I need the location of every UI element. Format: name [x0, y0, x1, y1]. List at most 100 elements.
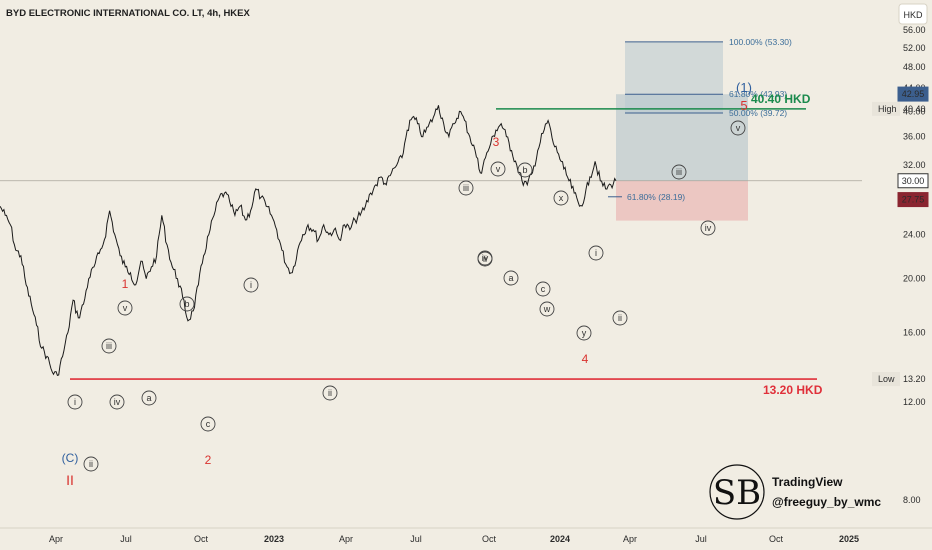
- wave-circle-7: [200, 416, 216, 432]
- wave-label-7: c: [206, 419, 211, 429]
- wave-circle-5: [141, 390, 157, 406]
- x-tick-1: Jul: [120, 534, 132, 544]
- wave-labels: iiiiiiivvabciiiiiiiiivvabcwxyiiiiiiivv(C…: [62, 80, 752, 488]
- y-tick-11: 52.00: [903, 43, 926, 53]
- fib-extension-zone[interactable]: [625, 41, 723, 113]
- fib-618-label: 61.80% (42.93): [729, 89, 787, 99]
- watermark-brand: TradingView: [772, 475, 843, 489]
- wave-circle-3: [109, 394, 125, 410]
- wave-label-0: i: [74, 397, 76, 407]
- price-tag-bg-0: [897, 86, 929, 102]
- watermark-logo-monogram: SB: [713, 473, 761, 513]
- primary-wave-label-1: II: [66, 472, 74, 488]
- y-tick-8: 40.00: [903, 106, 926, 116]
- fib-50-label: 50.00% (39.72): [729, 108, 787, 118]
- price-tags: 42.95 30.00 27.75: [897, 86, 929, 208]
- wave-label-4: v: [123, 303, 128, 313]
- wave-circle-8: [322, 385, 338, 401]
- x-tick-2: Oct: [194, 534, 209, 544]
- wave-label-9: i: [250, 280, 252, 290]
- x-tick-7: 2024: [550, 534, 570, 544]
- watermark-handle: @freeguy_by_wmc: [772, 495, 881, 509]
- wave-label-13: v: [496, 164, 501, 174]
- primary-wave-label-6: (1): [736, 80, 752, 95]
- currency-badge[interactable]: [898, 3, 928, 25]
- wave-label-18: x: [559, 193, 564, 203]
- wave-label-8: ii: [328, 388, 332, 398]
- wave-label-5: a: [146, 393, 151, 403]
- primary-wave-label-7: 5: [740, 98, 747, 113]
- position-stop-zone[interactable]: [616, 180, 748, 221]
- wave-circle-18: [553, 190, 569, 206]
- y-tick-12: 56.00: [903, 25, 926, 35]
- y-tick-10: 48.00: [903, 62, 926, 72]
- watermark: SB TradingView @freeguy_by_wmc: [709, 464, 881, 520]
- fib-618-low-label: 61.80% (28.19): [627, 192, 685, 202]
- wave-label-19: y: [582, 328, 587, 338]
- wave-label-24: v: [736, 123, 741, 133]
- x-tick-9: Jul: [695, 534, 707, 544]
- wave-circle-15: [517, 162, 533, 178]
- y-tick-2: 16.00: [903, 328, 926, 338]
- price-tag-text-0: 42.95: [902, 89, 925, 99]
- y-tick-7: 36.00: [903, 132, 926, 142]
- wave-label-11: iii: [463, 183, 469, 193]
- wave-label-22: iii: [676, 167, 682, 177]
- resistance-level-label: 40.40 HKD: [751, 92, 811, 106]
- y-tick-1: 12.00: [903, 397, 926, 407]
- side-label-bg-1: [872, 372, 900, 387]
- watermark-logo: [709, 464, 765, 520]
- wave-circle-16: [535, 281, 551, 297]
- wave-circle-2: [101, 338, 117, 354]
- price-tag-bg-2: [897, 192, 929, 208]
- price-tag-text-1: 30.00: [902, 176, 925, 186]
- wave-circle-23: [700, 220, 716, 236]
- primary-wave-label-4: 3: [493, 135, 500, 149]
- x-tick-11: 2025: [839, 534, 859, 544]
- side-label-bg-0: [872, 101, 900, 116]
- wave-circle-0: [67, 394, 83, 410]
- wave-circle-6: [179, 296, 195, 312]
- wave-label-6: b: [184, 299, 189, 309]
- wave-label-3: iv: [114, 397, 121, 407]
- wave-circle-12: [477, 250, 493, 266]
- wave-label-20: i: [595, 248, 597, 258]
- price-axis[interactable]: [862, 0, 932, 528]
- wave-circle-1: [83, 456, 99, 472]
- side-labels: High 40.40 Low 13.20: [872, 101, 926, 387]
- wave-label-14: a: [508, 273, 513, 283]
- side-label-name-1: Low: [878, 374, 895, 384]
- x-tick-0: Apr: [49, 534, 63, 544]
- wave-circle-4: [117, 300, 133, 316]
- wave-label-2: iii: [106, 341, 112, 351]
- x-tick-6: Oct: [482, 534, 497, 544]
- wave-circle-13: [490, 161, 506, 177]
- wave-circle-9: [243, 277, 259, 293]
- wave-label-16: c: [541, 284, 546, 294]
- y-tick-3: 20.00: [903, 274, 926, 284]
- x-tick-5: Jul: [410, 534, 422, 544]
- y-tick-0: 8.00: [903, 495, 921, 505]
- price-tag-bg-1: [897, 173, 929, 189]
- price-tag-text-2: 27.75: [902, 195, 925, 205]
- support-level-label: 13.20 HKD: [763, 383, 823, 397]
- chart-title: BYD ELECTRONIC INTERNATIONAL CO. LT, 4h,…: [6, 8, 251, 19]
- x-tick-10: Oct: [769, 534, 784, 544]
- wave-label-12: iv: [482, 253, 489, 263]
- primary-wave-label-2: 1: [122, 277, 129, 291]
- wave-circle-22: [671, 164, 687, 180]
- wave-circle-11: [458, 180, 474, 196]
- wave-label-21: ii: [618, 313, 622, 323]
- x-axis-ticks: Apr Jul Oct 2023 Apr Jul Oct 2024 Apr Jul Oct 2025: [49, 534, 859, 544]
- primary-wave-label-5: 4: [582, 352, 589, 366]
- wave-circle-14: [503, 270, 519, 286]
- y-tick-4: 24.00: [903, 230, 926, 240]
- primary-wave-label-0: (C): [62, 451, 79, 465]
- wave-circle-20: [588, 245, 604, 261]
- side-label-value-1: 13.20: [903, 374, 926, 384]
- wave-label-17: w: [543, 304, 551, 314]
- wave-circle-17: [539, 301, 555, 317]
- fib-100-label: 100.00% (53.30): [729, 37, 792, 47]
